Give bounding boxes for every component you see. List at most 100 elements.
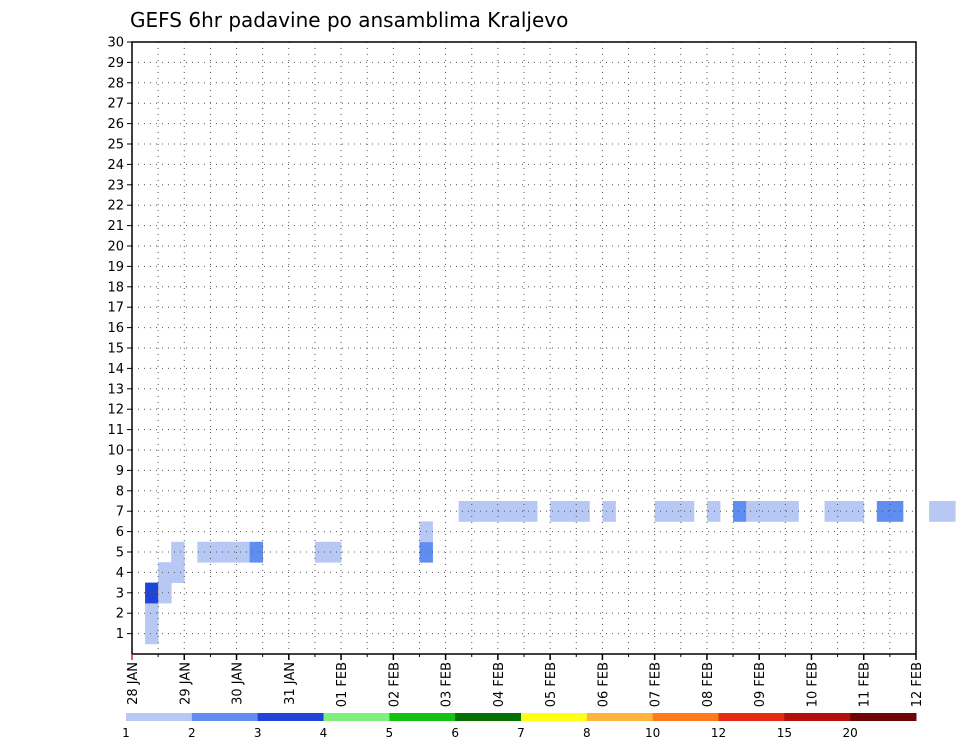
colorbar-swatch (521, 713, 588, 721)
y-tick-label: 13 (107, 382, 124, 397)
colorbar-label: 1 (122, 726, 130, 740)
y-tick-label: 26 (107, 117, 124, 132)
heatmap-cell (680, 501, 695, 522)
y-tick-label: 8 (116, 484, 124, 499)
colorbar-label: 10 (645, 726, 660, 740)
y-tick-label: 6 (116, 525, 124, 540)
x-tick-label: 08 FEB (701, 662, 716, 707)
heatmap-cell (145, 582, 159, 604)
heatmap-cell (328, 541, 342, 563)
heatmap-cell (706, 501, 721, 522)
y-tick-label: 10 (107, 444, 124, 459)
heatmap-cell (145, 623, 159, 645)
x-tick-label: 06 FEB (596, 662, 611, 707)
y-tick-label: 9 (116, 464, 124, 479)
x-tick-label: 10 FEB (805, 662, 820, 707)
y-tick-label: 4 (116, 566, 124, 581)
heatmap-cell (458, 501, 473, 522)
x-tick-label: 02 FEB (387, 662, 402, 707)
heatmap-cell (654, 501, 669, 522)
colorbar-swatch (652, 713, 719, 721)
chart-title: GEFS 6hr padavine po ansamblima Kraljevo (130, 8, 568, 32)
heatmap-cell (158, 582, 172, 604)
x-tick-label: 09 FEB (753, 662, 768, 707)
heatmap-cell (510, 501, 525, 522)
y-tick-label: 1 (116, 627, 124, 642)
colorbar: 1 2 3 4 5 6 7 8 10 12 15 20 (122, 713, 917, 740)
y-tick-label: 30 (107, 36, 124, 51)
y-tick-label: 24 (107, 158, 124, 173)
heatmap-cell (850, 501, 865, 522)
heatmap-cell (210, 541, 224, 563)
heatmap-cell (249, 541, 264, 563)
colorbar-label: 2 (188, 726, 196, 740)
colorbar-label: 20 (843, 726, 858, 740)
heatmap-cell (314, 541, 329, 563)
x-tick-label: 05 FEB (544, 662, 559, 707)
dotted-grid (132, 41, 916, 654)
y-tick-label: 20 (107, 240, 124, 255)
colorbar-label: 7 (517, 726, 525, 740)
y-tick-label: 17 (107, 301, 124, 316)
heatmap-cell (929, 501, 943, 522)
heatmap-cell (158, 562, 172, 583)
heatmap-cell (667, 501, 682, 522)
colorbar-label: 3 (254, 726, 262, 740)
y-tick-label: 23 (107, 178, 124, 193)
x-axis: 28 JAN 29 JAN 30 JAN 31 JAN 01 FEB 02 FEB 03 F… (126, 654, 925, 707)
heatmap-cell (837, 501, 852, 522)
x-tick-label: 04 FEB (492, 662, 507, 707)
y-tick-label: 11 (107, 423, 124, 438)
x-tick-label: 12 FEB (910, 662, 925, 707)
heatmap-cell (223, 541, 237, 563)
colorbar-swatch (389, 713, 456, 721)
colorbar-label: 8 (583, 726, 591, 740)
y-tick-label: 12 (107, 403, 124, 418)
heatmap-cell (876, 501, 891, 522)
heatmap-cell (563, 501, 577, 522)
y-tick-label: 7 (116, 505, 124, 520)
colorbar-swatch (191, 713, 259, 721)
heatmap-cell (550, 501, 564, 522)
heatmap-cell (471, 501, 486, 522)
heatmap-cell (524, 501, 538, 522)
y-tick-label: 14 (107, 362, 124, 377)
x-tick-label: 11 FEB (858, 662, 873, 707)
x-tick-label: 07 FEB (649, 662, 664, 707)
colorbar-label: 6 (451, 726, 459, 740)
heatmap-cell (171, 541, 185, 563)
y-tick-label: 28 (107, 76, 124, 91)
y-tick-label: 15 (107, 342, 124, 357)
colorbar-swatch (126, 713, 193, 721)
colorbar-swatch (718, 713, 785, 721)
y-tick-label: 16 (107, 321, 124, 336)
heatmap-cell (236, 541, 250, 563)
heatmap-cell (824, 501, 838, 522)
y-tick-label: 21 (107, 219, 124, 234)
y-tick-label: 27 (107, 97, 124, 112)
y-tick-label: 29 (107, 56, 124, 71)
colorbar-swatch (850, 713, 917, 721)
colorbar-label: 15 (777, 726, 792, 740)
heatmap-cell (889, 501, 904, 522)
heatmap-cell (772, 501, 786, 522)
colorbar-swatch (323, 713, 390, 721)
heatmap-cell (602, 501, 616, 522)
heatmap-cell (484, 501, 499, 522)
y-tick-label: 18 (107, 280, 124, 295)
y-tick-label: 3 (116, 586, 124, 601)
heatmap-cell (733, 501, 747, 522)
heatmap-cell (171, 562, 185, 583)
colorbar-swatch (257, 713, 324, 721)
colorbar-swatch (586, 713, 654, 721)
colorbar-label: 12 (711, 726, 726, 740)
x-tick-label: 28 JAN (126, 662, 141, 705)
heatmap-cell (145, 603, 159, 624)
x-tick-label: 30 JAN (231, 662, 246, 705)
heatmap-cell (576, 501, 590, 522)
y-tick-label: 19 (107, 260, 124, 275)
y-tick-label: 22 (107, 199, 124, 214)
y-axis: 1234567891011121314151617181920212223242… (107, 36, 132, 642)
colorbar-label: 5 (386, 726, 394, 740)
